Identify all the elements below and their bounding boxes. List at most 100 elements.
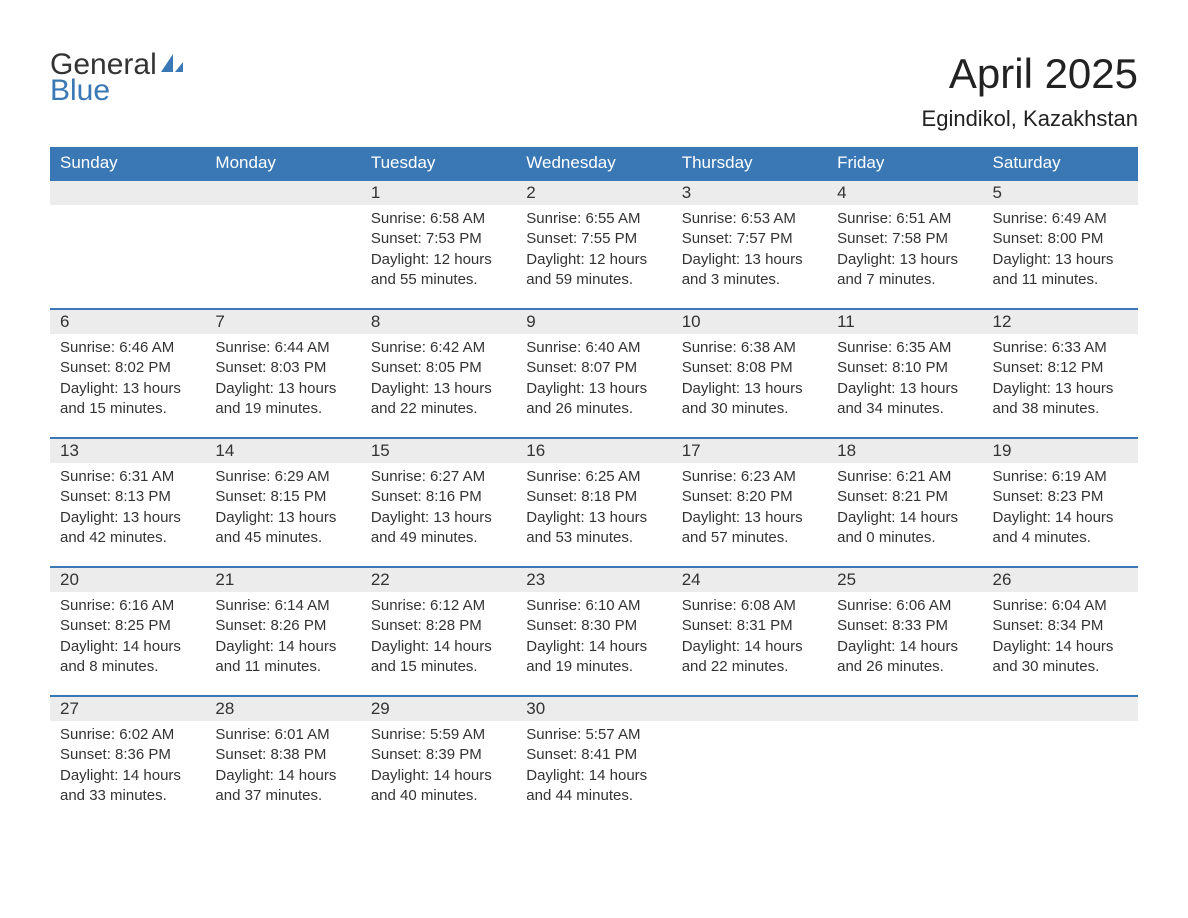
day-info-line: Sunrise: 6:10 AM (526, 596, 661, 616)
day-content-cell: Sunrise: 6:46 AMSunset: 8:02 PMDaylight:… (50, 334, 205, 438)
day-info-line: and 26 minutes. (837, 657, 972, 677)
day-number-cell: 20 (50, 567, 205, 592)
day-content-cell: Sunrise: 6:55 AMSunset: 7:55 PMDaylight:… (516, 205, 671, 309)
day-info-line: Sunrise: 6:42 AM (371, 338, 506, 358)
day-content-cell: Sunrise: 6:25 AMSunset: 8:18 PMDaylight:… (516, 463, 671, 567)
day-info-line: and 4 minutes. (993, 528, 1128, 548)
weekday-header: Tuesday (361, 147, 516, 180)
day-info-line: Daylight: 14 hours (371, 637, 506, 657)
day-number-cell: 16 (516, 438, 671, 463)
day-info-line: Daylight: 13 hours (60, 379, 195, 399)
day-number-cell (205, 180, 360, 205)
day-info-line: Daylight: 13 hours (215, 379, 350, 399)
day-number-cell: 22 (361, 567, 516, 592)
day-content-cell: Sunrise: 6:16 AMSunset: 8:25 PMDaylight:… (50, 592, 205, 696)
day-content-cell: Sunrise: 6:01 AMSunset: 8:38 PMDaylight:… (205, 721, 360, 824)
day-info-line: Sunrise: 6:01 AM (215, 725, 350, 745)
day-info-line: Sunset: 8:23 PM (993, 487, 1128, 507)
day-number-cell: 15 (361, 438, 516, 463)
day-info-line: Daylight: 13 hours (526, 379, 661, 399)
day-info-line: Daylight: 13 hours (682, 508, 817, 528)
day-content-row: Sunrise: 6:02 AMSunset: 8:36 PM Daylight:… (50, 721, 1138, 824)
day-info-line: Daylight: 13 hours (371, 379, 506, 399)
day-number-row: 20212223242526 (50, 567, 1138, 592)
day-info-line: and 40 minutes. (371, 786, 506, 806)
day-info-line: and 57 minutes. (682, 528, 817, 548)
day-info-line: Sunset: 8:28 PM (371, 616, 506, 636)
day-info-line: Sunrise: 6:02 AM (60, 725, 195, 745)
day-info-line: and 37 minutes. (215, 786, 350, 806)
day-info-line: Sunset: 8:41 PM (526, 745, 661, 765)
day-content-cell: Sunrise: 6:33 AMSunset: 8:12 PMDaylight:… (983, 334, 1138, 438)
day-info-line: Daylight: 14 hours (526, 637, 661, 657)
day-info-line: Sunrise: 5:59 AM (371, 725, 506, 745)
day-content-cell: Sunrise: 6:38 AMSunset: 8:08 PMDaylight:… (672, 334, 827, 438)
day-info-line: Sunrise: 6:46 AM (60, 338, 195, 358)
weekday-header: Thursday (672, 147, 827, 180)
day-info-line: Daylight: 14 hours (526, 766, 661, 786)
day-number-cell: 17 (672, 438, 827, 463)
day-info-line: Sunrise: 6:08 AM (682, 596, 817, 616)
day-content-cell: Sunrise: 5:59 AMSunset: 8:39 PMDaylight:… (361, 721, 516, 824)
day-info-line: and 19 minutes. (526, 657, 661, 677)
day-info-line: Sunrise: 5:57 AM (526, 725, 661, 745)
weekday-header: Saturday (983, 147, 1138, 180)
weekday-header: Wednesday (516, 147, 671, 180)
day-info-line: and 45 minutes. (215, 528, 350, 548)
day-info-line: Sunset: 8:36 PM (60, 745, 195, 765)
day-content-cell (50, 205, 205, 309)
day-content-cell: Sunrise: 6:21 AMSunset: 8:21 PMDaylight:… (827, 463, 982, 567)
day-number-cell: 2 (516, 180, 671, 205)
day-info-line: Sunset: 8:20 PM (682, 487, 817, 507)
location-subtitle: Egindikol, Kazakhstan (922, 106, 1138, 132)
day-info-line: and 30 minutes. (682, 399, 817, 419)
day-info-line: Sunrise: 6:35 AM (837, 338, 972, 358)
day-info-line: and 22 minutes. (682, 657, 817, 677)
day-info-line: Sunrise: 6:27 AM (371, 467, 506, 487)
day-number-cell: 30 (516, 696, 671, 721)
day-content-row: Sunrise: 6:16 AMSunset: 8:25 PMDaylight:… (50, 592, 1138, 696)
day-content-cell: Sunrise: 6:04 AMSunset: 8:34 PMDaylight:… (983, 592, 1138, 696)
day-info-line: Sunrise: 6:21 AM (837, 467, 972, 487)
day-info-line: Sunrise: 6:29 AM (215, 467, 350, 487)
day-content-cell (827, 721, 982, 824)
day-info-line: Daylight: 13 hours (993, 379, 1128, 399)
day-info-line: and 19 minutes. (215, 399, 350, 419)
day-info-line: Daylight: 13 hours (60, 508, 195, 528)
day-number-cell (50, 180, 205, 205)
day-content-cell: Sunrise: 6:53 AMSunset: 7:57 PMDaylight:… (672, 205, 827, 309)
title-block: April 2025 Egindikol, Kazakhstan (922, 50, 1138, 132)
day-info-line: and 33 minutes. (60, 786, 195, 806)
day-info-line: and 8 minutes. (60, 657, 195, 677)
day-info-line: Sunrise: 6:25 AM (526, 467, 661, 487)
day-info-line: Sunrise: 6:31 AM (60, 467, 195, 487)
day-info-line: and 11 minutes. (993, 270, 1128, 290)
day-info-line: and 55 minutes. (371, 270, 506, 290)
day-info-line: Sunset: 8:34 PM (993, 616, 1128, 636)
day-info-line: Daylight: 14 hours (371, 766, 506, 786)
day-info-line: Daylight: 13 hours (993, 250, 1128, 270)
weekday-header-row: SundayMondayTuesdayWednesdayThursdayFrid… (50, 147, 1138, 180)
day-info-line: Sunset: 8:25 PM (60, 616, 195, 636)
day-info-line: and 26 minutes. (526, 399, 661, 419)
day-info-line: Daylight: 14 hours (993, 508, 1128, 528)
day-content-cell: Sunrise: 6:27 AMSunset: 8:16 PMDaylight:… (361, 463, 516, 567)
day-info-line: Sunset: 8:26 PM (215, 616, 350, 636)
day-number-cell: 3 (672, 180, 827, 205)
day-content-cell: Sunrise: 6:19 AMSunset: 8:23 PMDaylight:… (983, 463, 1138, 567)
day-info-line: Sunset: 8:12 PM (993, 358, 1128, 378)
day-content-cell: Sunrise: 6:35 AMSunset: 8:10 PMDaylight:… (827, 334, 982, 438)
day-info-line: Sunset: 8:15 PM (215, 487, 350, 507)
day-info-line: Daylight: 14 hours (993, 637, 1128, 657)
day-content-cell: Sunrise: 5:57 AMSunset: 8:41 PMDaylight:… (516, 721, 671, 824)
day-info-line: and 53 minutes. (526, 528, 661, 548)
day-info-line: Sunrise: 6:06 AM (837, 596, 972, 616)
day-info-line: Sunrise: 6:51 AM (837, 209, 972, 229)
day-number-cell: 5 (983, 180, 1138, 205)
day-content-cell: Sunrise: 6:44 AMSunset: 8:03 PMDaylight:… (205, 334, 360, 438)
day-content-cell (983, 721, 1138, 824)
day-info-line: Daylight: 12 hours (371, 250, 506, 270)
day-number-cell: 1 (361, 180, 516, 205)
day-number-row: 6789101112 (50, 309, 1138, 334)
day-content-cell: Sunrise: 6:02 AMSunset: 8:36 PMDaylight:… (50, 721, 205, 824)
